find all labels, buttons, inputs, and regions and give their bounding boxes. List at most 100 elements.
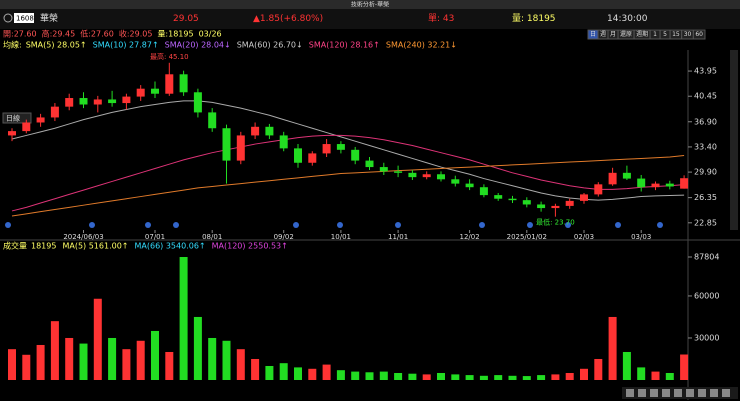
period-button-label[interactable]: 還原 xyxy=(620,30,632,38)
volume-bar xyxy=(193,316,202,380)
candle-body xyxy=(351,149,360,161)
annotation: 最低: 23.70 xyxy=(536,218,575,227)
legend-item: SMA(5) 28.05↑ xyxy=(26,41,87,50)
x-tick-label: 2024/06/03 xyxy=(63,233,103,241)
x-tick-label: 02/03 xyxy=(574,233,594,241)
candle-body xyxy=(394,171,403,173)
ohlc-info: 低:27.60 xyxy=(80,29,114,39)
candle-body xyxy=(622,172,631,179)
period-button-label[interactable]: 月 xyxy=(610,31,616,38)
y-tick-label: 33.40 xyxy=(694,142,717,151)
lot: 單: 43 xyxy=(428,13,454,24)
period-button-label[interactable]: 日 xyxy=(590,31,596,38)
code-input[interactable] xyxy=(14,13,34,23)
x-tick-label: 12/02 xyxy=(460,233,480,241)
x-tick-label: 10/01 xyxy=(331,233,351,241)
price: 29.05 xyxy=(173,14,199,24)
volume-bar xyxy=(594,358,603,380)
volume-bar xyxy=(151,330,159,380)
volume-bar xyxy=(122,349,131,380)
x-tick-label: 09/02 xyxy=(274,233,294,241)
y-tick-label: 30000 xyxy=(694,333,719,342)
candle-body xyxy=(79,98,88,105)
volume-bar xyxy=(279,363,288,380)
volume-bar xyxy=(437,372,445,380)
volume-bar xyxy=(451,374,460,380)
x-tick-label: 03/03 xyxy=(631,233,651,241)
volume-bar xyxy=(665,372,674,380)
candle-body xyxy=(422,174,431,178)
legend-item: MA(5) 5161.00↑ xyxy=(62,242,128,251)
y-tick-label: 36.90 xyxy=(694,117,717,126)
candle-body xyxy=(151,88,159,94)
change: ▲1.85(+6.80%) xyxy=(253,14,323,24)
volume-bar xyxy=(93,298,102,380)
volume-bar xyxy=(379,371,388,380)
volume-bar xyxy=(551,374,560,380)
legend-label: 均線: xyxy=(3,40,22,50)
volume-bar xyxy=(494,375,503,380)
period-select[interactable] xyxy=(2,112,32,124)
volume-bar xyxy=(179,256,188,380)
candle-body xyxy=(437,174,445,180)
ohlc-info: 量:18195 xyxy=(157,30,193,39)
candle-body xyxy=(537,204,546,209)
title-bar xyxy=(0,0,740,9)
period-button-label[interactable]: 週期 xyxy=(636,30,648,38)
volume-bar xyxy=(565,372,574,380)
volume-bar xyxy=(251,358,260,380)
legend-item: MA(66) 3540.06↑ xyxy=(135,242,206,251)
period-button-label[interactable]: 30 xyxy=(684,31,692,38)
candle-body xyxy=(522,200,531,205)
period-button-label[interactable]: 15 xyxy=(672,31,680,38)
annotation: 最高: 45.10 xyxy=(150,52,189,61)
volume-bar xyxy=(108,337,117,380)
period-button-label[interactable]: 週 xyxy=(600,30,606,38)
y-tick-label: 60000 xyxy=(694,291,719,300)
period-button-label[interactable]: 60 xyxy=(695,31,703,38)
volume-bar xyxy=(36,344,45,380)
search-icon[interactable] xyxy=(3,13,13,23)
period-button-label[interactable]: 1 xyxy=(653,31,657,38)
candle-body xyxy=(680,178,689,189)
ohlc-info: 收:29.05 xyxy=(119,29,153,39)
candle-body xyxy=(322,144,331,154)
x-tick-label: 08/01 xyxy=(202,233,222,241)
candle-body xyxy=(508,198,517,201)
x-tick-label: 2025/01/02 xyxy=(507,233,547,241)
candle-body xyxy=(365,160,374,168)
quote-bar xyxy=(0,9,740,29)
candle-body xyxy=(665,183,674,187)
period-select-label[interactable]: 日線 xyxy=(6,114,20,123)
ohlc-info: 高:29.45 xyxy=(42,29,76,39)
candle-body xyxy=(637,178,646,188)
legend-item: 18195 xyxy=(31,242,56,251)
candle-body xyxy=(8,131,16,136)
scrollbar[interactable] xyxy=(730,50,738,230)
period-button-label[interactable]: 5 xyxy=(663,31,667,38)
y-tick-label: 87804 xyxy=(694,252,719,261)
volume-bar xyxy=(294,367,302,380)
candle-body xyxy=(451,179,460,184)
y-tick-label: 26.35 xyxy=(694,193,717,202)
period-button[interactable] xyxy=(692,29,706,40)
moving-average-line xyxy=(11,134,685,212)
legend-item: SMA(10) 27.87↑ xyxy=(93,41,159,50)
candle-body xyxy=(50,106,59,118)
candle-body xyxy=(193,92,202,113)
volume-bar xyxy=(22,354,31,380)
candle-body xyxy=(251,126,260,136)
code[interactable]: 1608 xyxy=(16,15,34,23)
candle-body xyxy=(465,183,474,188)
candle-body xyxy=(136,88,145,97)
ohlc-info: 03/26 xyxy=(199,30,222,39)
volume-bar xyxy=(608,316,617,380)
toolbar-icons[interactable] xyxy=(626,389,730,397)
moving-average-line xyxy=(11,100,685,201)
candle-body xyxy=(165,74,174,94)
legend-item: MA(120) 2550.53↑ xyxy=(212,242,288,251)
candle-body xyxy=(108,99,117,104)
